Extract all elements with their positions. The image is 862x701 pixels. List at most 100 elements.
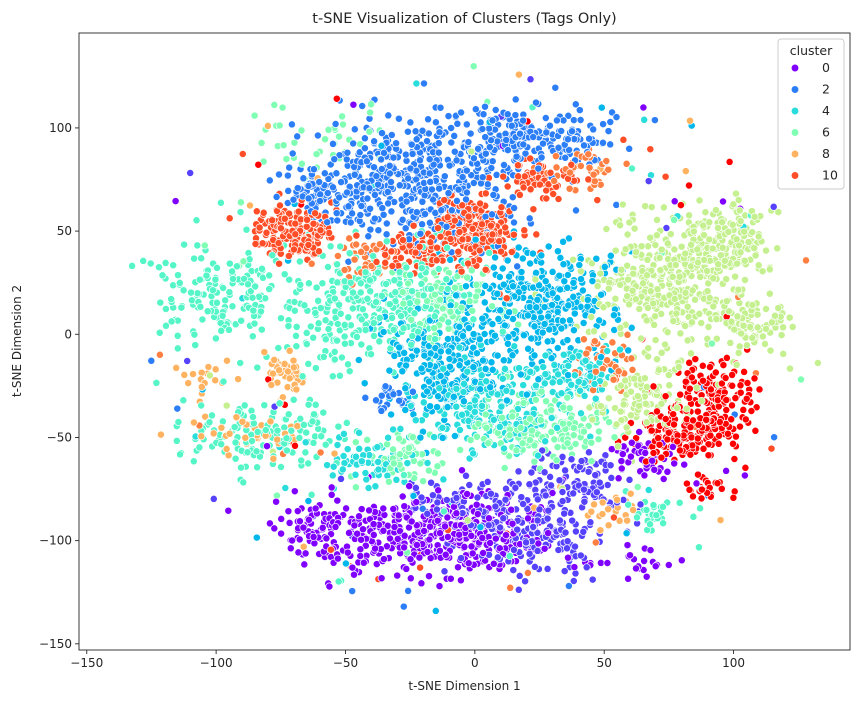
scatter-point-cluster-7 (704, 322, 713, 331)
scatter-point-cluster-0 (626, 452, 635, 461)
scatter-point-cluster-6 (433, 449, 442, 458)
scatter-point-cluster-8 (189, 418, 198, 427)
scatter-point-cluster-2 (469, 154, 478, 163)
scatter-point-cluster-5 (382, 280, 391, 288)
scatter-point-cluster-5 (139, 256, 148, 265)
scatter-point-cluster-5 (300, 301, 309, 310)
scatter-point-cluster-0 (265, 519, 274, 528)
scatter-point-cluster-5 (229, 275, 237, 283)
scatter-point-cluster-7 (734, 196, 743, 204)
scatter-point-cluster-5 (306, 322, 315, 331)
scatter-point-cluster-2 (331, 120, 340, 128)
scatter-point-cluster-7 (602, 225, 611, 233)
scatter-point-cluster-7 (693, 245, 702, 254)
scatter-point-cluster-8 (225, 429, 234, 438)
scatter-point-cluster-11 (739, 405, 748, 414)
scatter-point-cluster-5 (295, 257, 304, 266)
scatter-point-cluster-3 (526, 259, 535, 268)
scatter-point-cluster-10 (436, 232, 445, 241)
scatter-point-cluster-0 (369, 530, 378, 539)
scatter-point-cluster-2 (478, 173, 487, 182)
scatter-point-cluster-6 (338, 112, 347, 121)
scatter-point-cluster-11 (681, 377, 690, 386)
scatter-point-cluster-5 (675, 498, 684, 507)
scatter-point-cluster-4 (384, 433, 393, 442)
scatter-point-cluster-3 (462, 282, 470, 291)
scatter-point-cluster-2 (358, 102, 367, 110)
scatter-point-cluster-3 (558, 316, 567, 325)
scatter-point-cluster-3 (563, 283, 572, 292)
scatter-point-cluster-4 (554, 370, 563, 379)
scatter-point-cluster-7 (732, 360, 741, 369)
scatter-point-cluster-2 (513, 262, 522, 271)
scatter-point-cluster-8 (590, 500, 598, 509)
scatter-point-cluster-5 (198, 315, 207, 324)
scatter-point-cluster-4 (564, 361, 573, 370)
scatter-point-cluster-5 (161, 258, 170, 267)
scatter-point-cluster-2 (559, 116, 568, 125)
scatter-point-cluster-1 (491, 502, 500, 511)
scatter-point-cluster-10 (646, 145, 655, 154)
scatter-point-cluster-1 (519, 500, 528, 508)
scatter-point-cluster-7 (712, 334, 721, 343)
scatter-point-cluster-2 (519, 116, 528, 125)
scatter-point-cluster-2 (503, 110, 512, 119)
scatter-point-cluster-2 (551, 83, 560, 92)
scatter-point-cluster-1 (769, 202, 778, 211)
scatter-point-cluster-9 (506, 583, 515, 592)
scatter-point-cluster-11 (725, 157, 734, 166)
scatter-point-cluster-10 (432, 256, 441, 265)
scatter-point-cluster-2 (481, 102, 489, 111)
scatter-point-cluster-0 (294, 548, 303, 557)
scatter-point-cluster-2 (488, 210, 496, 219)
scatter-point-cluster-10 (503, 182, 512, 191)
scatter-point-cluster-7 (677, 242, 686, 251)
scatter-point-cluster-3 (544, 242, 553, 251)
scatter-point-cluster-1 (501, 495, 510, 504)
scatter-point-cluster-5 (208, 411, 216, 420)
scatter-point-cluster-6 (542, 397, 551, 406)
scatter-point-cluster-11 (686, 450, 695, 459)
scatter-point-cluster-3 (481, 281, 490, 290)
scatter-point-cluster-2 (403, 127, 412, 136)
scatter-point-cluster-6 (367, 100, 376, 109)
scatter-point-cluster-7 (659, 203, 668, 212)
scatter-point-cluster-3 (503, 256, 512, 265)
scatter-point-cluster-5 (345, 367, 354, 376)
scatter-point-cluster-5 (191, 341, 200, 350)
scatter-point-cluster-0 (639, 103, 648, 112)
scatter-point-cluster-2 (487, 164, 496, 172)
scatter-point-cluster-4 (435, 384, 444, 393)
scatter-point-cluster-5 (193, 241, 202, 250)
scatter-point-cluster-1 (440, 567, 449, 576)
scatter-point-cluster-10 (259, 208, 268, 217)
scatter-point-cluster-6 (530, 457, 539, 466)
scatter-point-cluster-5 (333, 260, 342, 269)
scatter-point-cluster-3 (597, 103, 606, 112)
scatter-point-cluster-7 (643, 271, 651, 280)
scatter-point-cluster-3 (559, 260, 568, 269)
scatter-point-cluster-11 (704, 451, 713, 460)
scatter-point-cluster-7 (675, 272, 684, 281)
scatter-point-cluster-6 (250, 111, 259, 120)
scatter-point-cluster-0 (379, 504, 388, 513)
scatter-point-cluster-5 (225, 259, 234, 268)
scatter-point-cluster-2 (384, 111, 393, 120)
scatter-point-cluster-2 (283, 171, 292, 180)
scatter-point-cluster-11 (713, 479, 722, 488)
scatter-point-cluster-10 (396, 253, 405, 262)
scatter-point-cluster-2 (337, 178, 346, 187)
scatter-point-cluster-7 (670, 245, 679, 254)
scatter-point-cluster-4 (497, 402, 506, 411)
scatter-point-cluster-11 (653, 407, 661, 416)
scatter-point-cluster-5 (167, 295, 176, 304)
scatter-point-cluster-4 (323, 461, 332, 470)
scatter-point-cluster-7 (651, 312, 659, 321)
scatter-point-cluster-2 (309, 165, 318, 174)
scatter-point-cluster-5 (189, 457, 198, 466)
scatter-point-cluster-10 (291, 230, 300, 239)
scatter-point-cluster-0 (380, 511, 389, 519)
scatter-point-cluster-7 (762, 305, 770, 313)
scatter-point-cluster-2 (650, 116, 659, 125)
scatter-point-cluster-7 (654, 366, 663, 375)
